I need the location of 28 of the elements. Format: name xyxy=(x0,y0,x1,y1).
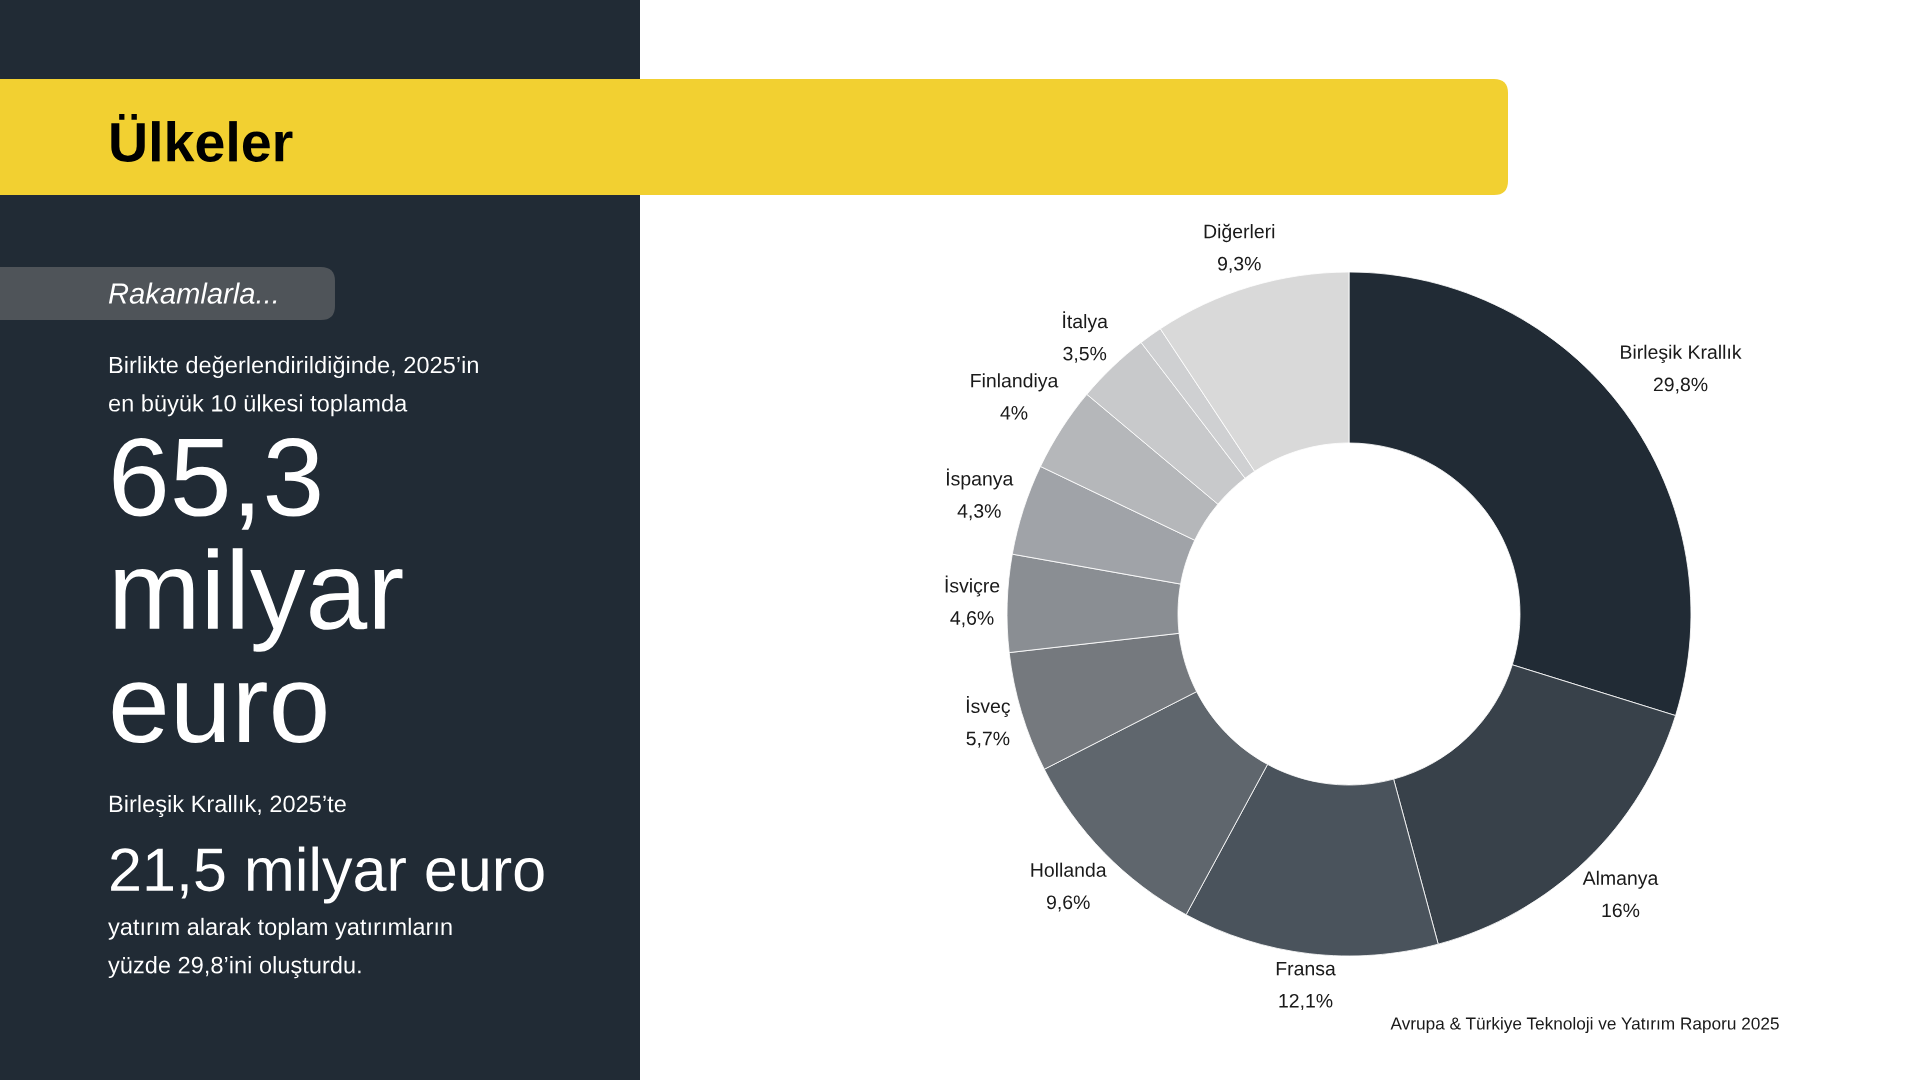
data-label: 3,5% xyxy=(1063,346,1107,363)
slice-label: Hollanda xyxy=(1031,862,1107,877)
text: yatırım alarak toplam yatırımların yüzde 29,8’ini oluşturdu. xyxy=(108,917,452,979)
data-label: 29,8% xyxy=(1653,377,1708,394)
slice-label: İtalya xyxy=(1063,311,1108,333)
slice-label: İsviçre xyxy=(945,575,1000,597)
slice-label: İsveç xyxy=(966,696,1011,717)
data-label: 9,3% xyxy=(1218,256,1261,273)
text: 65,3 milyar euro xyxy=(112,437,403,744)
data-label: 4,6% xyxy=(950,611,994,628)
text: Rakamlarla... xyxy=(108,282,277,304)
slice-label: Diğerleri xyxy=(1204,223,1275,243)
slice-label: Fransa xyxy=(1276,961,1336,976)
slice-label: Finlandiya xyxy=(971,373,1059,392)
text: Birleşik Krallık, 2025’te xyxy=(109,794,346,818)
data-label: 4% xyxy=(1000,406,1028,420)
data-label: 4,3% xyxy=(957,504,1001,521)
data-label: 16% xyxy=(1602,903,1640,918)
slice-label: Birleşik Krallık xyxy=(1621,344,1742,363)
text: Birlikte değerlendirildiğinde, 2025’in en büyük 10 ülkesi toplamda xyxy=(109,355,478,417)
data-label: 5,7% xyxy=(966,731,1010,748)
text: Avrupa & Türkiye Teknoloji ve Yatırım Raporu 2025 xyxy=(1390,1016,1779,1034)
data-label: 9,6% xyxy=(1046,895,1090,912)
data-label: 12,1% xyxy=(1279,993,1333,1010)
text: Ülkeler xyxy=(111,113,293,162)
slice-label: Almanya xyxy=(1582,870,1659,889)
slice-label: İspanya xyxy=(947,468,1014,490)
text: 21,5 milyar euro xyxy=(111,846,544,904)
